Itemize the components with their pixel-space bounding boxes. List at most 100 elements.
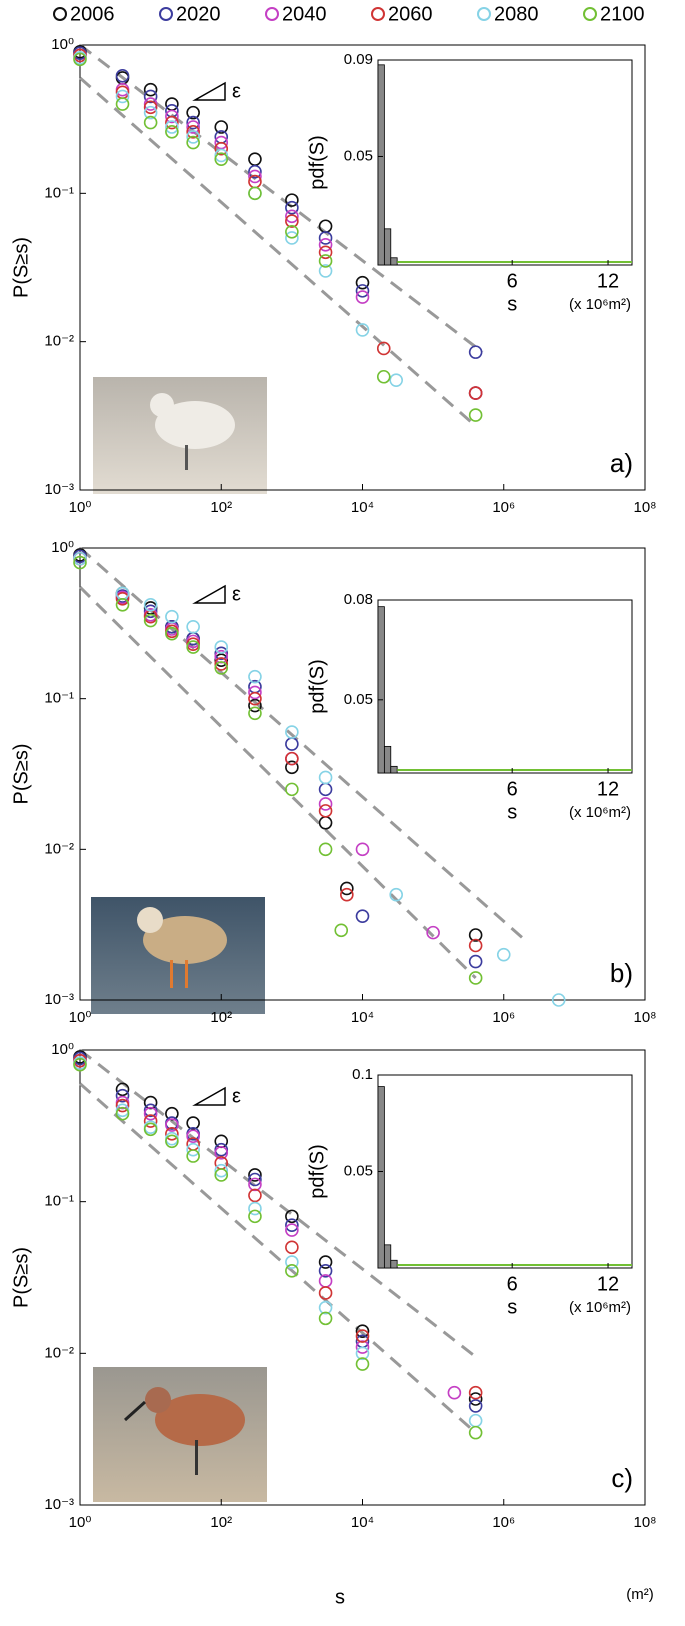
slope-triangle [192, 1086, 226, 1106]
legend-marker [477, 7, 491, 21]
x-tick-label: 10⁰ [69, 1009, 92, 1026]
y-axis-label: P(S≥s) [10, 1247, 32, 1308]
data-point [285, 725, 299, 739]
annotation: ε [232, 80, 241, 102]
data-point [355, 323, 370, 337]
legend-marker [583, 7, 597, 21]
legend-marker [371, 7, 385, 21]
y-tick-label: 10⁻¹ [44, 690, 74, 707]
data-point [248, 1172, 262, 1187]
data-point [318, 1264, 333, 1278]
data-point [248, 169, 262, 184]
data-point [165, 115, 179, 130]
photo [93, 377, 267, 494]
data-point [318, 231, 333, 245]
data-point [214, 653, 229, 668]
x-tick-label: 10² [210, 499, 232, 516]
data-point [285, 1223, 299, 1237]
data-point [389, 373, 403, 387]
data-point [355, 1324, 370, 1338]
panel-label: b) [610, 958, 633, 988]
data-point [248, 152, 262, 166]
data-point [115, 68, 130, 83]
histogram-bar [377, 1086, 385, 1269]
y-tick-label: 10⁻¹ [44, 1193, 74, 1210]
data-point [389, 887, 403, 902]
y-axis-label: P(S≥s) [10, 237, 32, 298]
data-point [318, 264, 333, 278]
data-point [355, 1329, 370, 1343]
data-point [318, 1255, 333, 1269]
legend-label: 2006 [70, 3, 115, 25]
x-tick-label: 10⁸ [633, 1514, 656, 1531]
data-point [248, 1168, 262, 1182]
data-point [355, 1340, 370, 1354]
data-point [318, 770, 333, 785]
x-tick-label: 6 [507, 1273, 518, 1295]
data-point [318, 245, 333, 260]
data-point [285, 225, 299, 239]
y-tick-label: 0.05 [344, 147, 373, 164]
data-point [143, 1106, 158, 1121]
data-point [318, 254, 333, 268]
data-point [468, 345, 483, 359]
x-tick-label: 10⁸ [633, 1009, 656, 1026]
data-point [318, 816, 333, 830]
data-point [355, 1357, 370, 1371]
x-tick-label: 12 [597, 1273, 619, 1295]
panel-label: c) [611, 1463, 633, 1493]
data-point [214, 141, 229, 156]
data-point [214, 148, 229, 163]
data-point [143, 115, 158, 130]
data-point [214, 657, 229, 671]
data-point [186, 130, 200, 144]
data-point [115, 1088, 130, 1103]
data-point [143, 597, 158, 612]
histogram-bar [383, 745, 392, 774]
data-point [551, 993, 566, 1007]
data-point [468, 1385, 483, 1400]
data-point [285, 193, 299, 207]
data-point [285, 200, 299, 215]
data-point [468, 1392, 483, 1406]
data-point [248, 1201, 262, 1216]
data-point [468, 386, 483, 400]
data-point [115, 1082, 130, 1097]
data-point [248, 1209, 262, 1224]
data-point [186, 115, 200, 130]
data-point [214, 661, 229, 675]
data-point [248, 685, 262, 700]
x-tick-label: 10⁸ [633, 499, 656, 516]
x-tick-label: 10⁶ [492, 1514, 515, 1531]
data-point [165, 609, 179, 624]
data-point [214, 640, 229, 654]
inset-x-unit: (x 10⁶m²) [569, 804, 631, 821]
inset-frame [377, 1074, 633, 1269]
data-point [248, 691, 262, 706]
data-point [165, 120, 179, 134]
x-tick-label: 10⁶ [492, 1009, 515, 1026]
data-point [165, 1118, 179, 1132]
data-point [214, 1145, 229, 1160]
data-point [115, 97, 130, 111]
x-tick-label: 10² [210, 1514, 232, 1531]
inset-frame [377, 59, 633, 266]
data-point [340, 887, 354, 902]
data-point [165, 109, 179, 124]
x-tick-label: 10⁶ [492, 499, 515, 516]
data-point [334, 923, 349, 938]
data-point [355, 275, 370, 290]
data-point [285, 209, 299, 224]
reference-line [79, 43, 484, 354]
data-point [285, 760, 299, 775]
inset-x-label: s [507, 293, 517, 315]
y-tick-label: 10⁻² [44, 840, 74, 857]
data-point [468, 971, 483, 985]
histogram-bar [377, 64, 385, 266]
histogram-bar [383, 1244, 392, 1269]
data-point [143, 604, 158, 619]
inset-x-label: s [507, 801, 517, 823]
data-point [318, 782, 333, 797]
inset-x-label: s [507, 1296, 517, 1318]
